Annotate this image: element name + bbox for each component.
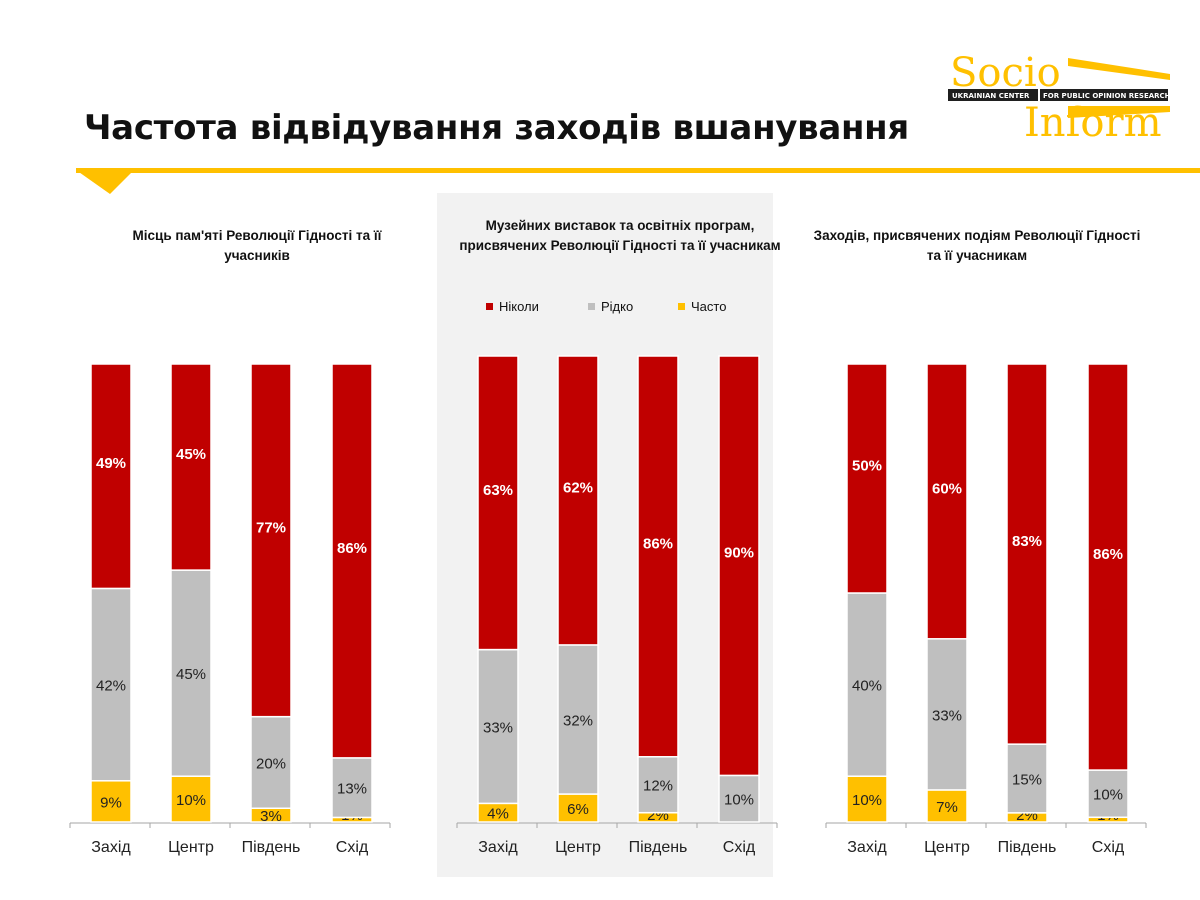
x-tick-label: Південь (242, 839, 301, 856)
legend-label-often: Часто (691, 299, 727, 314)
bar-never-2-3 (637, 355, 679, 758)
x-tick-label: Захід (91, 839, 131, 856)
bar-rarely-1-1 (90, 587, 132, 782)
bar-often-3-1 (846, 775, 888, 823)
data-label-never: 86% (1093, 546, 1123, 563)
data-label-often: 10% (176, 792, 206, 809)
bar-never-2-4 (718, 355, 760, 777)
data-label-often: 4% (487, 806, 509, 823)
data-label-rarely: 20% (256, 755, 286, 772)
title-pointer-icon (76, 170, 134, 194)
legend: Ніколи Рідко Часто (480, 297, 770, 319)
x-tick-label: Центр (555, 839, 601, 856)
data-label-never: 86% (337, 540, 367, 557)
x-tick-label: Південь (629, 839, 688, 856)
data-label-never: 49% (96, 455, 126, 472)
chart-3: 10%40%50%Захід7%33%60%Центр2%15%83%Півде… (825, 363, 1147, 856)
title-rule (76, 168, 1200, 173)
data-label-never: 90% (724, 545, 754, 562)
bar-rarely-1-4 (331, 757, 373, 819)
data-label-rarely: 10% (1093, 787, 1123, 804)
bar-often-1-1 (90, 780, 132, 823)
bar-rarely-2-1 (477, 648, 519, 805)
bar-often-3-2 (926, 789, 968, 823)
data-label-rarely: 15% (1012, 771, 1042, 788)
data-label-never: 45% (176, 446, 206, 463)
data-label-rarely: 33% (932, 707, 962, 724)
x-tick-label: Південь (998, 839, 1057, 856)
bar-rarely-3-2 (926, 638, 968, 791)
data-label-rarely: 32% (563, 712, 593, 729)
bar-never-2-1 (477, 355, 519, 651)
bar-rarely-2-4 (718, 774, 760, 823)
legend-item-often: Часто (678, 299, 726, 314)
bar-never-3-1 (846, 363, 888, 594)
bar-often-2-2 (557, 793, 599, 823)
x-tick-label: Захід (478, 839, 518, 856)
data-label-never: 62% (563, 479, 593, 496)
logo-band-right: FOR PUBLIC OPINION RESEARCH (1043, 92, 1171, 100)
page-title: Частота відвідування заходів вшанування (84, 108, 909, 148)
legend-swatch-often (678, 303, 685, 310)
chart-1: 9% 42% 49% Захід 10% 45% 45% Центр 3% 20% 77% Півде… (69, 363, 391, 856)
bar-rarely-1-3 (250, 715, 292, 810)
data-label-rarely: 42% (96, 678, 126, 695)
data-label-often: 9% (100, 794, 122, 811)
logo-band-left: UKRAINIAN CENTER (952, 92, 1030, 100)
bar-never-3-4 (1087, 363, 1129, 771)
legend-swatch-rarely (588, 303, 595, 310)
x-tick-label: Схід (336, 839, 369, 856)
bar-rarely-3-1 (846, 592, 888, 777)
x-tick-label: Центр (924, 839, 970, 856)
bar-never-1-4 (331, 363, 373, 759)
data-label-rarely: 12% (643, 778, 673, 795)
bar-never-1-2 (170, 363, 212, 571)
data-label-often: 6% (567, 801, 589, 818)
legend-label-never: Ніколи (499, 299, 539, 314)
data-label-often: 7% (936, 799, 958, 816)
data-label-never: 77% (256, 519, 286, 536)
data-label-rarely: 13% (337, 781, 367, 798)
x-tick-label: Схід (723, 839, 756, 856)
bar-never-1-3 (250, 363, 292, 718)
logo-word-socio: Socio (950, 50, 1061, 96)
data-label-rarely: 10% (724, 792, 754, 809)
bar-often-1-2 (170, 775, 212, 823)
x-tick-label: Схід (1092, 839, 1125, 856)
legend-swatch-never (486, 303, 493, 310)
chart-2-title: Музейних виставок та освітніх програм, п… (459, 218, 781, 253)
chart-2: 4%33%63%Захід6%32%62%Центр2%12%86%Півден… (456, 355, 778, 856)
data-label-never: 60% (932, 480, 962, 497)
socioinform-logo: Socio Inform UKRAINIAN CENTER FOR PUBLIC… (948, 50, 1171, 144)
chart-3-title: Заходів, присвячених подіям Революції Гі… (813, 228, 1141, 263)
data-label-never: 63% (483, 482, 513, 499)
data-label-rarely: 45% (176, 666, 206, 683)
legend-item-never: Ніколи (486, 299, 539, 314)
x-tick-label: Захід (847, 839, 887, 856)
data-label-rarely: 33% (483, 719, 513, 736)
data-label-never: 83% (1012, 533, 1042, 550)
bar-never-3-3 (1006, 363, 1048, 745)
data-label-never: 86% (643, 535, 673, 552)
bar-never-2-2 (557, 355, 599, 646)
legend-label-rarely: Рідко (601, 299, 634, 314)
data-label-never: 50% (852, 458, 882, 475)
x-tick-label: Центр (168, 839, 214, 856)
bar-never-3-2 (926, 363, 968, 640)
data-label-often: 10% (852, 792, 882, 809)
data-label-rarely: 40% (852, 678, 882, 695)
bar-rarely-1-2 (170, 569, 212, 777)
chart-1-title: Місць пам'яті Революції Гідності та її у… (132, 228, 382, 263)
legend-item-rarely: Рідко (588, 299, 633, 314)
data-label-often: 3% (260, 808, 282, 825)
bar-never-1-1 (90, 363, 132, 590)
